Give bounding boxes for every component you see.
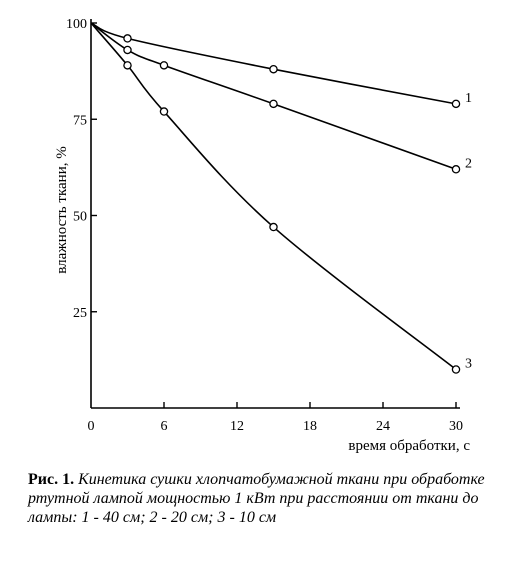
series-2-point-2 bbox=[159, 61, 169, 70]
axis-ticks: 0 6 12 18 24 30 25 50 75 100 bbox=[66, 17, 463, 434]
x-tick-label-0: 0 bbox=[88, 419, 95, 434]
series-2-line bbox=[90, 22, 457, 171]
y-axis-title: влажность ткани, % bbox=[54, 146, 70, 273]
series-1-label: 1 bbox=[465, 91, 472, 106]
x-tick-label-12: 12 bbox=[230, 419, 244, 434]
series-3-point-3 bbox=[269, 222, 278, 232]
series-2: 2 bbox=[90, 22, 472, 174]
series-1-line bbox=[90, 22, 457, 105]
series-1-point-3 bbox=[451, 99, 461, 109]
x-tick-label-30: 30 bbox=[449, 419, 463, 434]
series-3-point-1 bbox=[123, 61, 132, 70]
x-tick-label-6: 6 bbox=[161, 419, 168, 434]
series-1: 1 bbox=[90, 22, 472, 109]
x-tick-label-24: 24 bbox=[376, 419, 390, 434]
x-tick-label-18: 18 bbox=[303, 419, 317, 434]
caption-text: Кинетика сушки хлопчатобумажной ткани пр… bbox=[28, 471, 485, 526]
x-axis-title: время обработки, с bbox=[348, 438, 470, 454]
axes bbox=[90, 19, 460, 409]
series-2-label: 2 bbox=[465, 156, 472, 171]
series-3-point-2 bbox=[159, 107, 169, 116]
series-1-point-1 bbox=[123, 34, 132, 43]
y-tick-label-25: 25 bbox=[73, 306, 87, 321]
series-3: 3 bbox=[90, 22, 472, 374]
figure-caption: Рис. 1. Кинетика сушки хлопчатобумажной … bbox=[28, 470, 518, 527]
series-1-point-2 bbox=[269, 64, 278, 74]
caption-label: Рис. 1. bbox=[28, 471, 75, 488]
y-tick-label-100: 100 bbox=[66, 17, 87, 32]
series-2-point-3 bbox=[269, 99, 278, 109]
series-3-line bbox=[90, 22, 457, 371]
data-series: 1 2 3 bbox=[90, 22, 472, 374]
series-2-point-1 bbox=[123, 45, 132, 55]
y-tick-label-50: 50 bbox=[73, 210, 87, 225]
y-tick-label-75: 75 bbox=[73, 113, 87, 128]
series-3-point-4 bbox=[451, 365, 461, 374]
series-3-label: 3 bbox=[465, 357, 472, 372]
series-2-point-4 bbox=[451, 165, 461, 174]
